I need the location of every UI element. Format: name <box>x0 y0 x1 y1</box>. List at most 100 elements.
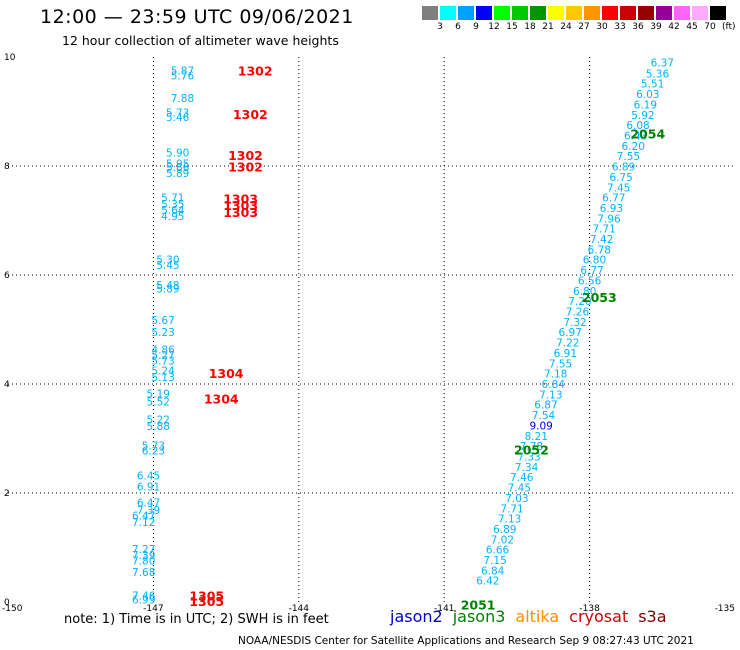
color-swatch <box>674 6 690 20</box>
swh-data-label: 6.19 <box>634 99 657 111</box>
color-swatch <box>710 6 726 20</box>
track-number-label: 1302 <box>233 107 268 122</box>
swh-data-label: 5.64 <box>161 205 185 217</box>
swh-data-label: 7.45 <box>508 483 531 495</box>
color-scale-label: 21 <box>542 22 554 32</box>
swh-data-label: 7.55 <box>617 151 640 163</box>
swh-data-label: 7.39 <box>137 505 160 517</box>
x-tick-label: -150 <box>2 604 23 614</box>
swh-data-label: 6.23 <box>142 445 165 457</box>
color-swatch <box>530 6 546 20</box>
y-tick-label: 6 <box>4 271 10 281</box>
x-tick-label: -135 <box>715 604 735 614</box>
swh-data-label: 7.32 <box>563 317 586 329</box>
swh-data-label: 5.22 <box>147 414 170 426</box>
swh-data-label: 5.30 <box>156 255 179 267</box>
swh-data-label: 7.03 <box>505 493 528 505</box>
swh-data-label: 6.78 <box>588 244 611 256</box>
swh-data-label: 7.54 <box>532 410 556 422</box>
swh-data-label: 7.12 <box>132 517 155 529</box>
x-tick-label: -138 <box>579 604 600 614</box>
swh-data-label: 6.37 <box>651 57 674 69</box>
y-tick-label: 4 <box>4 380 10 390</box>
swh-data-label: 6.45 <box>137 471 160 483</box>
color-swatch <box>422 6 438 20</box>
satellite-legend-item: s3a <box>638 607 667 626</box>
satellite-legend-item: cryosat <box>569 607 629 626</box>
swh-data-label: 5.45 <box>156 260 179 272</box>
track-number-label: 1304 <box>209 366 244 381</box>
color-swatch <box>692 6 708 20</box>
track-number-label: 1302 <box>228 148 263 163</box>
track-number-label: 1303 <box>223 192 258 207</box>
color-scale-unit: (ft) <box>722 22 736 32</box>
swh-data-label: 7.20 <box>568 296 591 308</box>
color-scale-label: 33 <box>614 22 626 32</box>
color-swatch <box>620 6 636 20</box>
swh-data-label: 6.80 <box>573 286 596 298</box>
swh-data-label: 7.45 <box>607 182 630 194</box>
swh-data-label: 5.90 <box>166 147 189 159</box>
page-title: 12:00 — 23:59 UTC 09/06/2021 <box>40 6 354 28</box>
swh-data-label: 6.56 <box>578 275 602 287</box>
swh-data-label: 6.87 <box>534 400 557 412</box>
swh-data-label: 6.47 <box>137 497 160 509</box>
track-number-label: 1303 <box>223 205 258 220</box>
swh-data-label: 7.33 <box>517 451 540 463</box>
swh-data-label: 6.43 <box>624 130 647 142</box>
satellite-legend-item: jason3 <box>452 607 506 626</box>
swh-data-label: 6.66 <box>486 545 510 557</box>
swh-data-label: 6.77 <box>580 265 603 277</box>
swh-data-label: 5.73 <box>151 356 174 368</box>
swh-data-label: 7.26 <box>566 307 590 319</box>
color-swatch <box>458 6 474 20</box>
track-number-label: 2054 <box>630 126 665 141</box>
swh-data-label: 6.08 <box>626 120 649 132</box>
color-swatch <box>548 6 564 20</box>
swh-data-label: 7.42 <box>590 234 613 246</box>
color-scale-label: 9 <box>473 22 479 32</box>
track-number-label: 2053 <box>582 290 617 305</box>
swh-data-label: 6.47 <box>132 510 155 522</box>
swh-data-label: 6.97 <box>559 327 582 339</box>
swh-data-label: 6.91 <box>137 481 160 493</box>
swh-data-label: 7.68 <box>132 567 155 579</box>
swh-data-label: 4.86 <box>151 345 175 357</box>
color-swatch <box>656 6 672 20</box>
swh-data-label: 7.46 <box>510 472 534 484</box>
swh-data-label: 5.24 <box>151 365 175 377</box>
satellite-legend-item: altika <box>515 607 560 626</box>
swh-data-label: 7.55 <box>549 358 572 370</box>
track-number-label: 1305 <box>189 588 224 603</box>
swh-data-label: 5.71 <box>161 193 184 205</box>
swh-data-label: 6.20 <box>622 141 645 153</box>
swh-data-label: 5.76 <box>171 71 195 83</box>
satellite-legend-item: jason2 <box>390 607 443 626</box>
swh-data-label: 7.39 <box>132 550 155 562</box>
swh-data-label: 5.13 <box>151 372 174 384</box>
x-tick-label: -147 <box>143 604 163 614</box>
color-swatch <box>638 6 654 20</box>
swh-data-label: 5.73 <box>166 108 189 120</box>
swh-data-label: 5.35 <box>161 199 184 211</box>
swh-data-label: 6.42 <box>476 576 499 588</box>
swh-data-label: 6.93 <box>600 203 623 215</box>
color-scale-label: 3 <box>437 22 443 32</box>
color-swatch <box>602 6 618 20</box>
swh-data-label: 5.52 <box>147 396 170 408</box>
color-swatch <box>584 6 600 20</box>
credit-text: NOAA/NESDIS Center for Satellite Applica… <box>238 635 694 647</box>
swh-data-label: 5.23 <box>151 327 174 339</box>
track-number-label: 2051 <box>461 598 496 613</box>
swh-data-label: 7.18 <box>544 369 567 381</box>
swh-data-label: 7.96 <box>597 213 621 225</box>
color-scale-label: 70 <box>704 22 716 32</box>
swh-data-label: 6.99 <box>132 594 155 606</box>
color-scale-label: 39 <box>650 22 662 32</box>
swh-data-label: 5.51 <box>641 79 664 91</box>
swh-data-label: 6.77 <box>602 193 625 205</box>
swh-data-label: 7.71 <box>500 503 523 515</box>
swh-data-label: 7.46 <box>132 590 156 602</box>
y-tick-label: 0 <box>4 598 10 608</box>
